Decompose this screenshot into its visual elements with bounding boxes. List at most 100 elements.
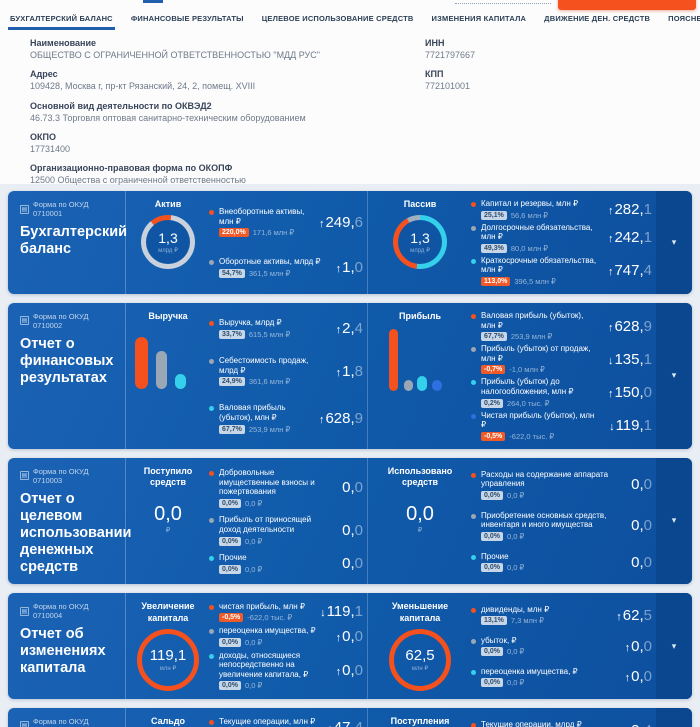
primary-button[interactable] [558,0,696,10]
metric-body: Себестоимость продаж, млрд ₽ 24,9% 361,6 м… [219,355,327,387]
abs-change-value: 7,3 млн ₽ [510,616,544,626]
arrow-up-icon: ↑ [607,204,614,217]
value-integer: 62, [622,606,644,624]
arrow-up-icon: ↑ [318,413,325,426]
metric-group: Поступления Текущие операции, млрд ₽23,2%… [368,708,656,727]
value-decimal: 6 [354,213,363,231]
tab-1[interactable]: Бухгалтерский баланс [8,8,115,30]
current-value: ↑ 628, 9 [315,410,363,427]
report-cards: ▤ Форма по ОКУД 0710001 Бухгалтерский бала… [0,184,700,727]
metric-body: переоценка имущества, ₽0,0% 0,0 ₽ [219,626,327,647]
metric-sub: 0,0% 0,0 ₽ [219,637,327,647]
pct-change-badge: 0,0% [219,637,241,647]
expand-button[interactable]: ▾ [656,707,692,727]
metric-row: доходы, относящиеся непосредственно на у… [209,651,363,691]
metric-label: Прибыль от приносящей доход деятельности [219,515,312,535]
chart-column: Поступило средств 0,0 ₽ [132,466,204,577]
field-address: Адрес 109428, Москва г, пр-кт Рязанский,… [30,69,425,92]
metric-label: Себестоимость продаж, млрд ₽ [219,355,309,375]
metric-group: Пассив 1,3 млрд ₽ Капитал и резервы, млн ₽ 2… [368,191,656,294]
pct-change-badge: 49,3% [481,243,507,253]
metric-label: Текущие операции, млн ₽ [219,716,316,726]
metric-label: Краткосрочные обязательства, млн ₽ [481,255,597,275]
field-label: Адрес [30,69,58,80]
value-decimal: 0 [643,476,652,494]
metric-row: Приобретение основных средств, инвентаря… [471,511,652,541]
arrow-down-icon: ↓ [327,723,333,727]
chart-column: Пассив 1,3 млрд ₽ [374,199,466,286]
value-integer: 150, [614,383,644,401]
metric-sub: 0,0% 0,0 ₽ [219,681,327,691]
tab-2[interactable]: Финансовые результаты [130,14,244,23]
current-value: ↑ 62, 5 [612,607,652,624]
tab-5[interactable]: Движение ден. средств [544,14,651,23]
field-okved: Основной вид деятельности по ОКВЭД2 46.7… [30,101,425,124]
metric-label: Выручка, млрд ₽ [219,318,282,328]
expand-button[interactable]: ▾ [656,457,692,585]
value-integer: 0, [631,637,644,655]
pct-change-badge: 0,2% [481,398,503,408]
value-integer: 119, [326,603,355,621]
field-value: 12500 Общества с ограниченной ответствен… [30,175,246,185]
metric-label: Чистая прибыль (убыток), млн ₽ [481,410,595,430]
chevron-down-icon: ▾ [671,515,677,526]
expand-button[interactable]: ▾ [656,191,692,294]
expand-button[interactable]: ▾ [656,593,692,699]
tab-4[interactable]: Изменения капитала [431,14,527,23]
abs-change-value: -622,0 тыс. ₽ [247,613,293,623]
metric-body: переоценка имущества, ₽0,0% 0,0 ₽ [481,667,616,688]
pct-change-badge: 0,0% [219,536,241,546]
field-kpp: КПП 772101001 [425,69,670,92]
value-integer: 747, [614,262,644,280]
big-number: 0,0 ₽ [154,503,182,534]
metric-body: Приобретение основных средств, инвентаря… [481,511,622,541]
metric-label: переоценка имущества, ₽ [219,626,316,636]
value-integer: 2, [631,722,644,727]
top-bar: Бухгалтерский баланс Финансовые результат… [0,0,700,30]
input-underline[interactable] [455,3,551,4]
abs-change-value: 80,0 млн ₽ [510,243,549,253]
current-value: ↑ 1, 0 [332,259,363,276]
tab-6[interactable]: Пояснения к отчетам [668,14,700,23]
chart-column: Поступления [374,716,466,727]
series-dot [471,554,476,560]
pct-change-badge: 0,0% [481,563,503,573]
metric-row: Валовая прибыль (убыток), млн ₽ 67,7% 253,… [471,311,652,342]
group-header: Использовано средств [387,465,453,487]
metrics-list: Текущие операции, млрд ₽23,2%451,4 млн ₽… [466,716,652,727]
current-value: ↑ 0, 0 [621,638,652,655]
card-title-block: ▤Форма по ОКУД 0710005Отчет о движении д… [8,707,126,727]
metric-body: Прочие 0,0% 0,0 ₽ [219,553,333,574]
arrow-up-icon: ↑ [607,387,614,400]
big-number-unit: ₽ [165,527,171,535]
current-value: 0, 0 [338,522,363,539]
card-title: Отчет о целевом использовании денежных с… [20,490,132,576]
donut-unit: млрд ₽ [410,248,430,255]
field-value: 7721797667 [425,50,476,60]
pct-change-badge: 0,0% [219,681,241,691]
value-decimal: 9 [643,317,652,335]
form-document-icon: ▤ [20,721,29,727]
metric-body: Прибыль (убыток) от продаж, млн ₽ -0,7% -1… [481,344,599,375]
group-header: Актив [154,199,182,209]
card-title-block: ▤ Форма по ОКУД 0710003 Отчет о целевом ис… [8,457,132,585]
current-value: ↑ 1, 8 [332,363,363,380]
circle-chart: 119,1 млн ₽ [137,628,199,691]
current-value: ↑ 150, 0 [604,384,652,401]
metric-body: Добровольные имущественные взносы и поже… [219,468,333,508]
metric-label: Текущие операции, млрд ₽ [481,720,582,727]
arrow-up-icon: ↑ [335,323,342,336]
value-decimal: 8 [354,362,363,380]
pct-change-badge: 33,7% [219,329,245,339]
pct-change-badge: 0,0% [481,531,503,541]
metric-row: Валовая прибыль (убыток), млн ₽ 67,7% 253,… [209,403,363,434]
tab-3[interactable]: Целевое использование средств [261,14,414,23]
metric-sub: -0,5% -622,0 тыс. ₽ [219,613,311,623]
expand-button[interactable]: ▾ [656,302,692,449]
metric-sub: -0,7% -1,0 млн ₽ [481,365,599,375]
pct-change-badge: -0,5% [219,613,244,623]
series-dot [471,723,476,727]
metric-sub: -0,5% -622,0 тыс. ₽ [481,431,600,441]
metric-body: Капитал и резервы, млн ₽ 25,1% 56,6 млн ₽ [481,199,599,220]
series-dot [209,321,214,327]
